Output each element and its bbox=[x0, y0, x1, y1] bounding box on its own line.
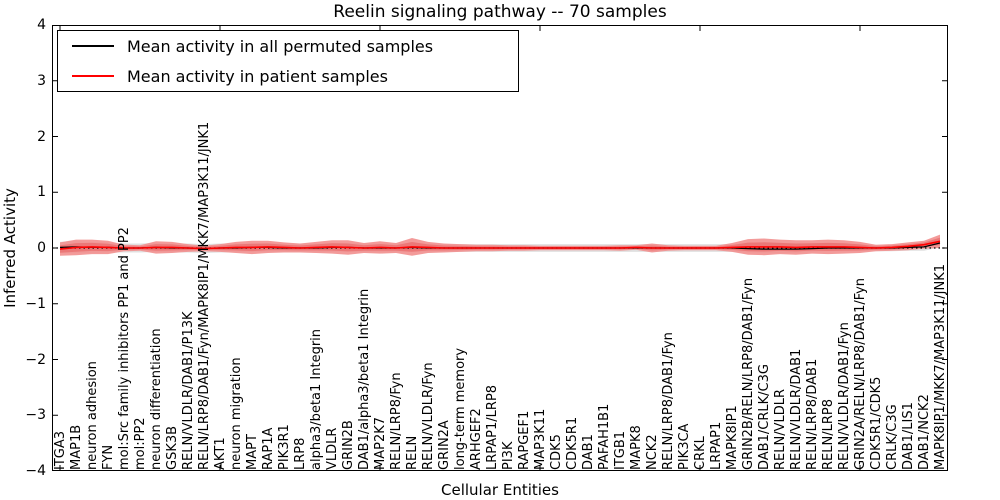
entity-label: CDK5 bbox=[549, 434, 564, 470]
y-tick-label: 3 bbox=[37, 72, 46, 89]
legend-label: Mean activity in all permuted samples bbox=[127, 36, 434, 56]
entity-label: RAPGEF1 bbox=[517, 410, 532, 470]
patient-std-band-core bbox=[60, 237, 940, 253]
entity-label: alpha3/beta1 Integrin bbox=[309, 328, 324, 470]
entity-label: MAPT bbox=[245, 434, 260, 470]
entity-label: AKT1 bbox=[213, 437, 228, 470]
legend-item-permuted: Mean activity in all permuted samples bbox=[58, 32, 518, 60]
y-tick-label: −2 bbox=[25, 351, 46, 368]
entity-label: DAB1/alpha3/beta1 Integrin bbox=[357, 288, 372, 470]
entity-label: MAP3K11 bbox=[533, 408, 548, 470]
entity-label: MAPK8 bbox=[629, 425, 644, 470]
entity-label: PI3K bbox=[501, 441, 516, 470]
entity-label: NCK2 bbox=[645, 434, 660, 470]
entity-label: DAB1/CRLK/C3G bbox=[757, 364, 772, 470]
patient-mean-line bbox=[59, 240, 941, 250]
patient-std-band bbox=[60, 234, 940, 256]
entity-label: neuron differentiation bbox=[149, 328, 164, 470]
entity-label: RELN/LRP8/DAB1/Fyn/MAPK8IP1/MKK7/MAP3K11… bbox=[197, 121, 212, 470]
entity-label: RELN/VLDLR/DAB1 bbox=[789, 348, 804, 470]
entity-label: GSK3B bbox=[165, 425, 180, 470]
entity-label: LRPAP1 bbox=[709, 421, 724, 470]
entity-label: neuron adhesion bbox=[85, 361, 100, 470]
entity-label: PIK3CA bbox=[677, 423, 692, 470]
entity-label: MAP2K7 bbox=[373, 416, 388, 470]
entity-label: MAPK8IP1 bbox=[725, 405, 740, 470]
legend: Mean activity in all permuted samples Me… bbox=[57, 30, 519, 92]
entity-label: GRIN2B/RELN/LRP8/DAB1/Fyn bbox=[741, 277, 756, 470]
entity-label: CRLK/C3G bbox=[885, 404, 900, 470]
entity-label: mol:Src family inhibitors PP1 and PP2 bbox=[117, 227, 132, 470]
legend-item-patient: Mean activity in patient samples bbox=[58, 62, 518, 90]
entity-label: RELN/VLDLR/DAB1/P13K bbox=[181, 311, 196, 470]
x-axis-label: Cellular Entities bbox=[441, 481, 559, 499]
y-tick-label: 1 bbox=[37, 184, 46, 201]
entity-label: GRIN2B bbox=[341, 420, 356, 470]
axes-spines bbox=[52, 25, 948, 471]
y-tick-label: 2 bbox=[37, 128, 46, 145]
entity-label: ITGA3 bbox=[53, 430, 68, 470]
entity-label: RELN/LRP8/DAB1 bbox=[805, 358, 820, 470]
entity-label: RELN bbox=[405, 435, 420, 470]
entity-label: RELN/VLDLR/Fyn bbox=[421, 362, 436, 470]
y-tick-label: −1 bbox=[25, 295, 46, 312]
entity-label: PAFAH1B1 bbox=[597, 403, 612, 470]
entity-label: GRIN2A bbox=[437, 420, 452, 470]
entity-label: GRIN2A/RELN/LRP8/DAB1/Fyn bbox=[853, 277, 868, 470]
entity-label: RELN/LRP8/Fyn bbox=[389, 372, 404, 470]
entity-label: RELN/LRP8/DAB1/Fyn bbox=[661, 332, 676, 470]
entity-label: CDK5R1/CDK5 bbox=[869, 376, 884, 470]
entity-label: CRKL bbox=[693, 436, 708, 470]
y-tick-label: −4 bbox=[25, 463, 46, 479]
entity-label: DAB1 bbox=[581, 434, 596, 470]
chart-title: Reelin signaling pathway -- 70 samples bbox=[333, 2, 667, 22]
entity-label: mol:PP2 bbox=[133, 417, 148, 470]
entity-label: long-term memory bbox=[453, 347, 468, 470]
entity-label: neuron migration bbox=[229, 357, 244, 470]
entity-label: LRP8 bbox=[293, 437, 308, 470]
y-tick-label: 4 bbox=[37, 17, 46, 33]
entity-label: PIK3R1 bbox=[277, 424, 292, 470]
plot-canvas bbox=[52, 25, 948, 471]
y-tick-label: −3 bbox=[25, 407, 46, 424]
entity-label: RELN/LRP8 bbox=[821, 399, 836, 470]
entity-label: CDK5R1 bbox=[565, 416, 580, 470]
entity-label: ARHGEF2 bbox=[469, 408, 484, 470]
entity-label: RELN/VLDLR bbox=[773, 388, 788, 470]
entity-label: LRPAP1/LRP8 bbox=[485, 384, 500, 470]
y-tick-label: 0 bbox=[37, 240, 46, 256]
entity-label: RELN/VLDLR/DAB1/Fyn bbox=[837, 322, 852, 470]
entity-label: DAB1/LIS1 bbox=[901, 402, 916, 470]
entity-label: FYN bbox=[101, 444, 116, 470]
entity-label: MAP1B bbox=[69, 424, 84, 470]
entity-label: MAPK8IP1/MKK7/MAP3K11/JNK1 bbox=[933, 263, 948, 470]
legend-label: Mean activity in patient samples bbox=[127, 66, 388, 86]
plot-area bbox=[52, 25, 948, 471]
legend-line-black bbox=[72, 45, 114, 47]
legend-line-red bbox=[72, 75, 114, 77]
entity-label: VLDLR bbox=[325, 427, 340, 470]
entity-label: ITGB1 bbox=[613, 430, 628, 470]
entity-label: RAP1A bbox=[261, 427, 276, 470]
entity-label: DAB1/NCK2 bbox=[917, 394, 932, 470]
